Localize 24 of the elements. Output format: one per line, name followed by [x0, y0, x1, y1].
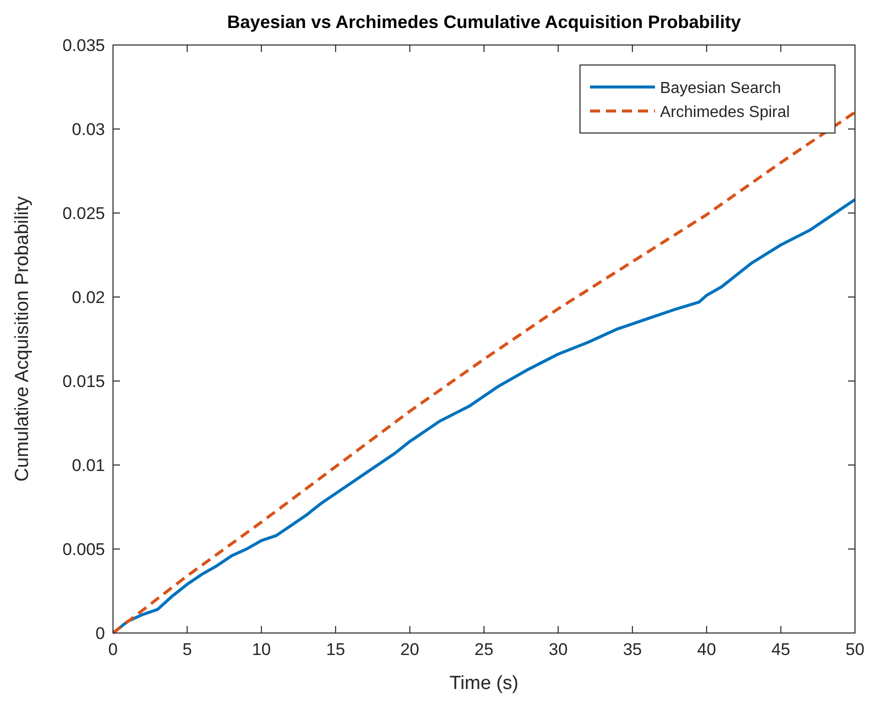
x-tick-label: 45	[771, 640, 790, 659]
y-tick-label: 0.015	[62, 372, 105, 391]
legend-label: Archimedes Spiral	[660, 104, 790, 121]
x-tick-label: 20	[400, 640, 420, 659]
y-tick-label: 0.035	[62, 36, 105, 55]
x-tick-label: 50	[846, 640, 864, 659]
x-tick-label: 40	[697, 640, 716, 659]
x-tick-label: 15	[326, 640, 346, 659]
y-tick-label: 0.02	[72, 288, 105, 307]
x-tick-label: 30	[548, 640, 568, 659]
chart-title: Bayesian vs Archimedes Cumulative Acquisition Probability	[227, 12, 741, 32]
x-tick-label: 10	[252, 640, 271, 659]
x-tick-label: 5	[182, 640, 192, 659]
y-axis-title: Cumulative Acquisition Probability	[12, 196, 33, 482]
legend-label: Bayesian Search	[660, 80, 781, 97]
y-tick-label: 0.025	[62, 204, 105, 223]
y-tick-label: 0.005	[62, 540, 105, 559]
y-tick-label: 0.03	[72, 120, 105, 139]
y-tick-label: 0.01	[72, 456, 105, 475]
x-tick-label: 25	[474, 640, 494, 659]
x-tick-label: 0	[108, 640, 118, 659]
y-tick-label: 0	[96, 624, 105, 643]
x-tick-label: 35	[622, 640, 642, 659]
x-axis-title: Time (s)	[450, 673, 518, 694]
